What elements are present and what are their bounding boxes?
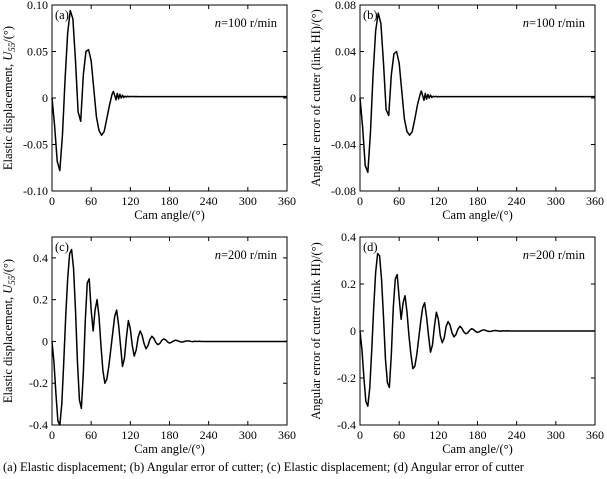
- speed-annotation: n=100 r/min: [215, 16, 278, 30]
- chart-panel-c: 0 60 120 180 240 300 360 -0.4 -0.2 0 0.2 0.4 Cam ang…: [1, 236, 296, 456]
- x-tick-label: 360: [586, 428, 604, 442]
- x-tick-label: 300: [239, 428, 257, 442]
- x-tick-label: 300: [547, 194, 565, 208]
- y-tick-label: 0: [350, 324, 356, 338]
- y-tick-label: 0.2: [33, 293, 48, 307]
- panel-label: (a): [55, 8, 69, 22]
- x-tick-label: 300: [239, 194, 257, 208]
- plot-frame: [359, 4, 596, 192]
- x-tick-label: 0: [357, 194, 363, 208]
- data-line: [51, 248, 287, 426]
- x-tick-label: 180: [469, 194, 487, 208]
- y-axis-label: Angular error of cutter (link HI)/(°): [309, 242, 323, 420]
- x-tick-label: 360: [278, 428, 296, 442]
- x-tick-label: 0: [357, 428, 363, 442]
- y-axis-label: Elastic displacement, U55/(°): [1, 259, 17, 403]
- figure-caption: (a) Elastic displacement; (b) Angular er…: [3, 460, 524, 474]
- plot-frame: [51, 236, 288, 426]
- y-axis-label: Angular error of cutter (link HI)/(°): [309, 9, 323, 187]
- x-tick-label: 60: [85, 194, 97, 208]
- figure-canvas: 0 60 120 180 240 300 360 -0.10 -0.05 0 0.05 0.10 Cam…: [1, 0, 604, 456]
- x-axis-label: Cam angle/(°): [442, 208, 513, 222]
- y-tick-label: 0.04: [335, 45, 356, 59]
- panel-label: (d): [363, 240, 378, 254]
- y-tick-label: -0.2: [337, 371, 356, 385]
- x-tick-label: 180: [161, 194, 179, 208]
- y-tick-label: 0: [42, 334, 48, 348]
- chart-panel-d: 0 60 120 180 240 300 360 -0.4 -0.2 0 0.2 0.4 Cam ang…: [309, 230, 604, 456]
- speed-annotation: n=200 r/min: [215, 248, 278, 262]
- y-tick-label: -0.4: [337, 418, 356, 432]
- x-tick-label: 180: [161, 428, 179, 442]
- x-tick-label: 240: [508, 194, 526, 208]
- x-tick-label: 60: [393, 428, 405, 442]
- chart-panel-a: 0 60 120 180 240 300 360 -0.10 -0.05 0 0.05 0.10 Cam…: [1, 0, 296, 222]
- x-tick-label: 240: [200, 428, 218, 442]
- y-axis-label: Elastic displacement, U55/(°): [1, 26, 17, 170]
- y-tick-label: -0.2: [29, 376, 48, 390]
- y-tick-label: -0.05: [23, 138, 48, 152]
- x-tick-label: 180: [469, 428, 487, 442]
- x-tick-label: 120: [121, 194, 139, 208]
- y-tick-label: 0.2: [341, 277, 356, 291]
- x-axis-label: Cam angle/(°): [442, 442, 513, 456]
- plot-frame: [51, 4, 288, 192]
- x-tick-label: 120: [429, 428, 447, 442]
- x-axis-label: Cam angle/(°): [134, 442, 205, 456]
- x-tick-label: 60: [85, 428, 97, 442]
- y-tick-label: 0.05: [27, 45, 48, 59]
- x-tick-label: 120: [121, 428, 139, 442]
- x-axis-label: Cam angle/(°): [134, 208, 205, 222]
- x-tick-label: 240: [508, 428, 526, 442]
- y-tick-label: 0: [42, 91, 48, 105]
- x-tick-label: 0: [49, 428, 55, 442]
- x-tick-label: 0: [49, 194, 55, 208]
- data-line: [359, 12, 595, 174]
- speed-annotation: n=200 r/min: [523, 248, 586, 262]
- y-tick-label: -0.04: [331, 138, 356, 152]
- y-tick-label: 0.4: [33, 251, 48, 265]
- y-tick-label: 0.10: [27, 0, 48, 12]
- data-line: [359, 252, 595, 407]
- chart-panel-b: 0 60 120 180 240 300 360 -0.08 -0.04 0 0.04 0.08 Cam…: [309, 0, 604, 222]
- y-tick-label: -0.4: [29, 418, 48, 432]
- panel-label: (b): [363, 8, 378, 22]
- x-tick-label: 300: [547, 428, 565, 442]
- x-tick-label: 120: [429, 194, 447, 208]
- y-tick-label: 0.4: [341, 230, 356, 244]
- y-tick-label: -0.08: [331, 184, 356, 198]
- x-tick-label: 360: [278, 194, 296, 208]
- x-tick-label: 60: [393, 194, 405, 208]
- x-tick-label: 360: [586, 194, 604, 208]
- y-tick-label: -0.10: [23, 184, 48, 198]
- x-tick-label: 240: [200, 194, 218, 208]
- panel-label: (c): [55, 240, 69, 254]
- y-tick-label: 0: [350, 91, 356, 105]
- speed-annotation: n=100 r/min: [523, 16, 586, 30]
- y-tick-label: 0.08: [335, 0, 356, 12]
- data-line: [51, 9, 287, 172]
